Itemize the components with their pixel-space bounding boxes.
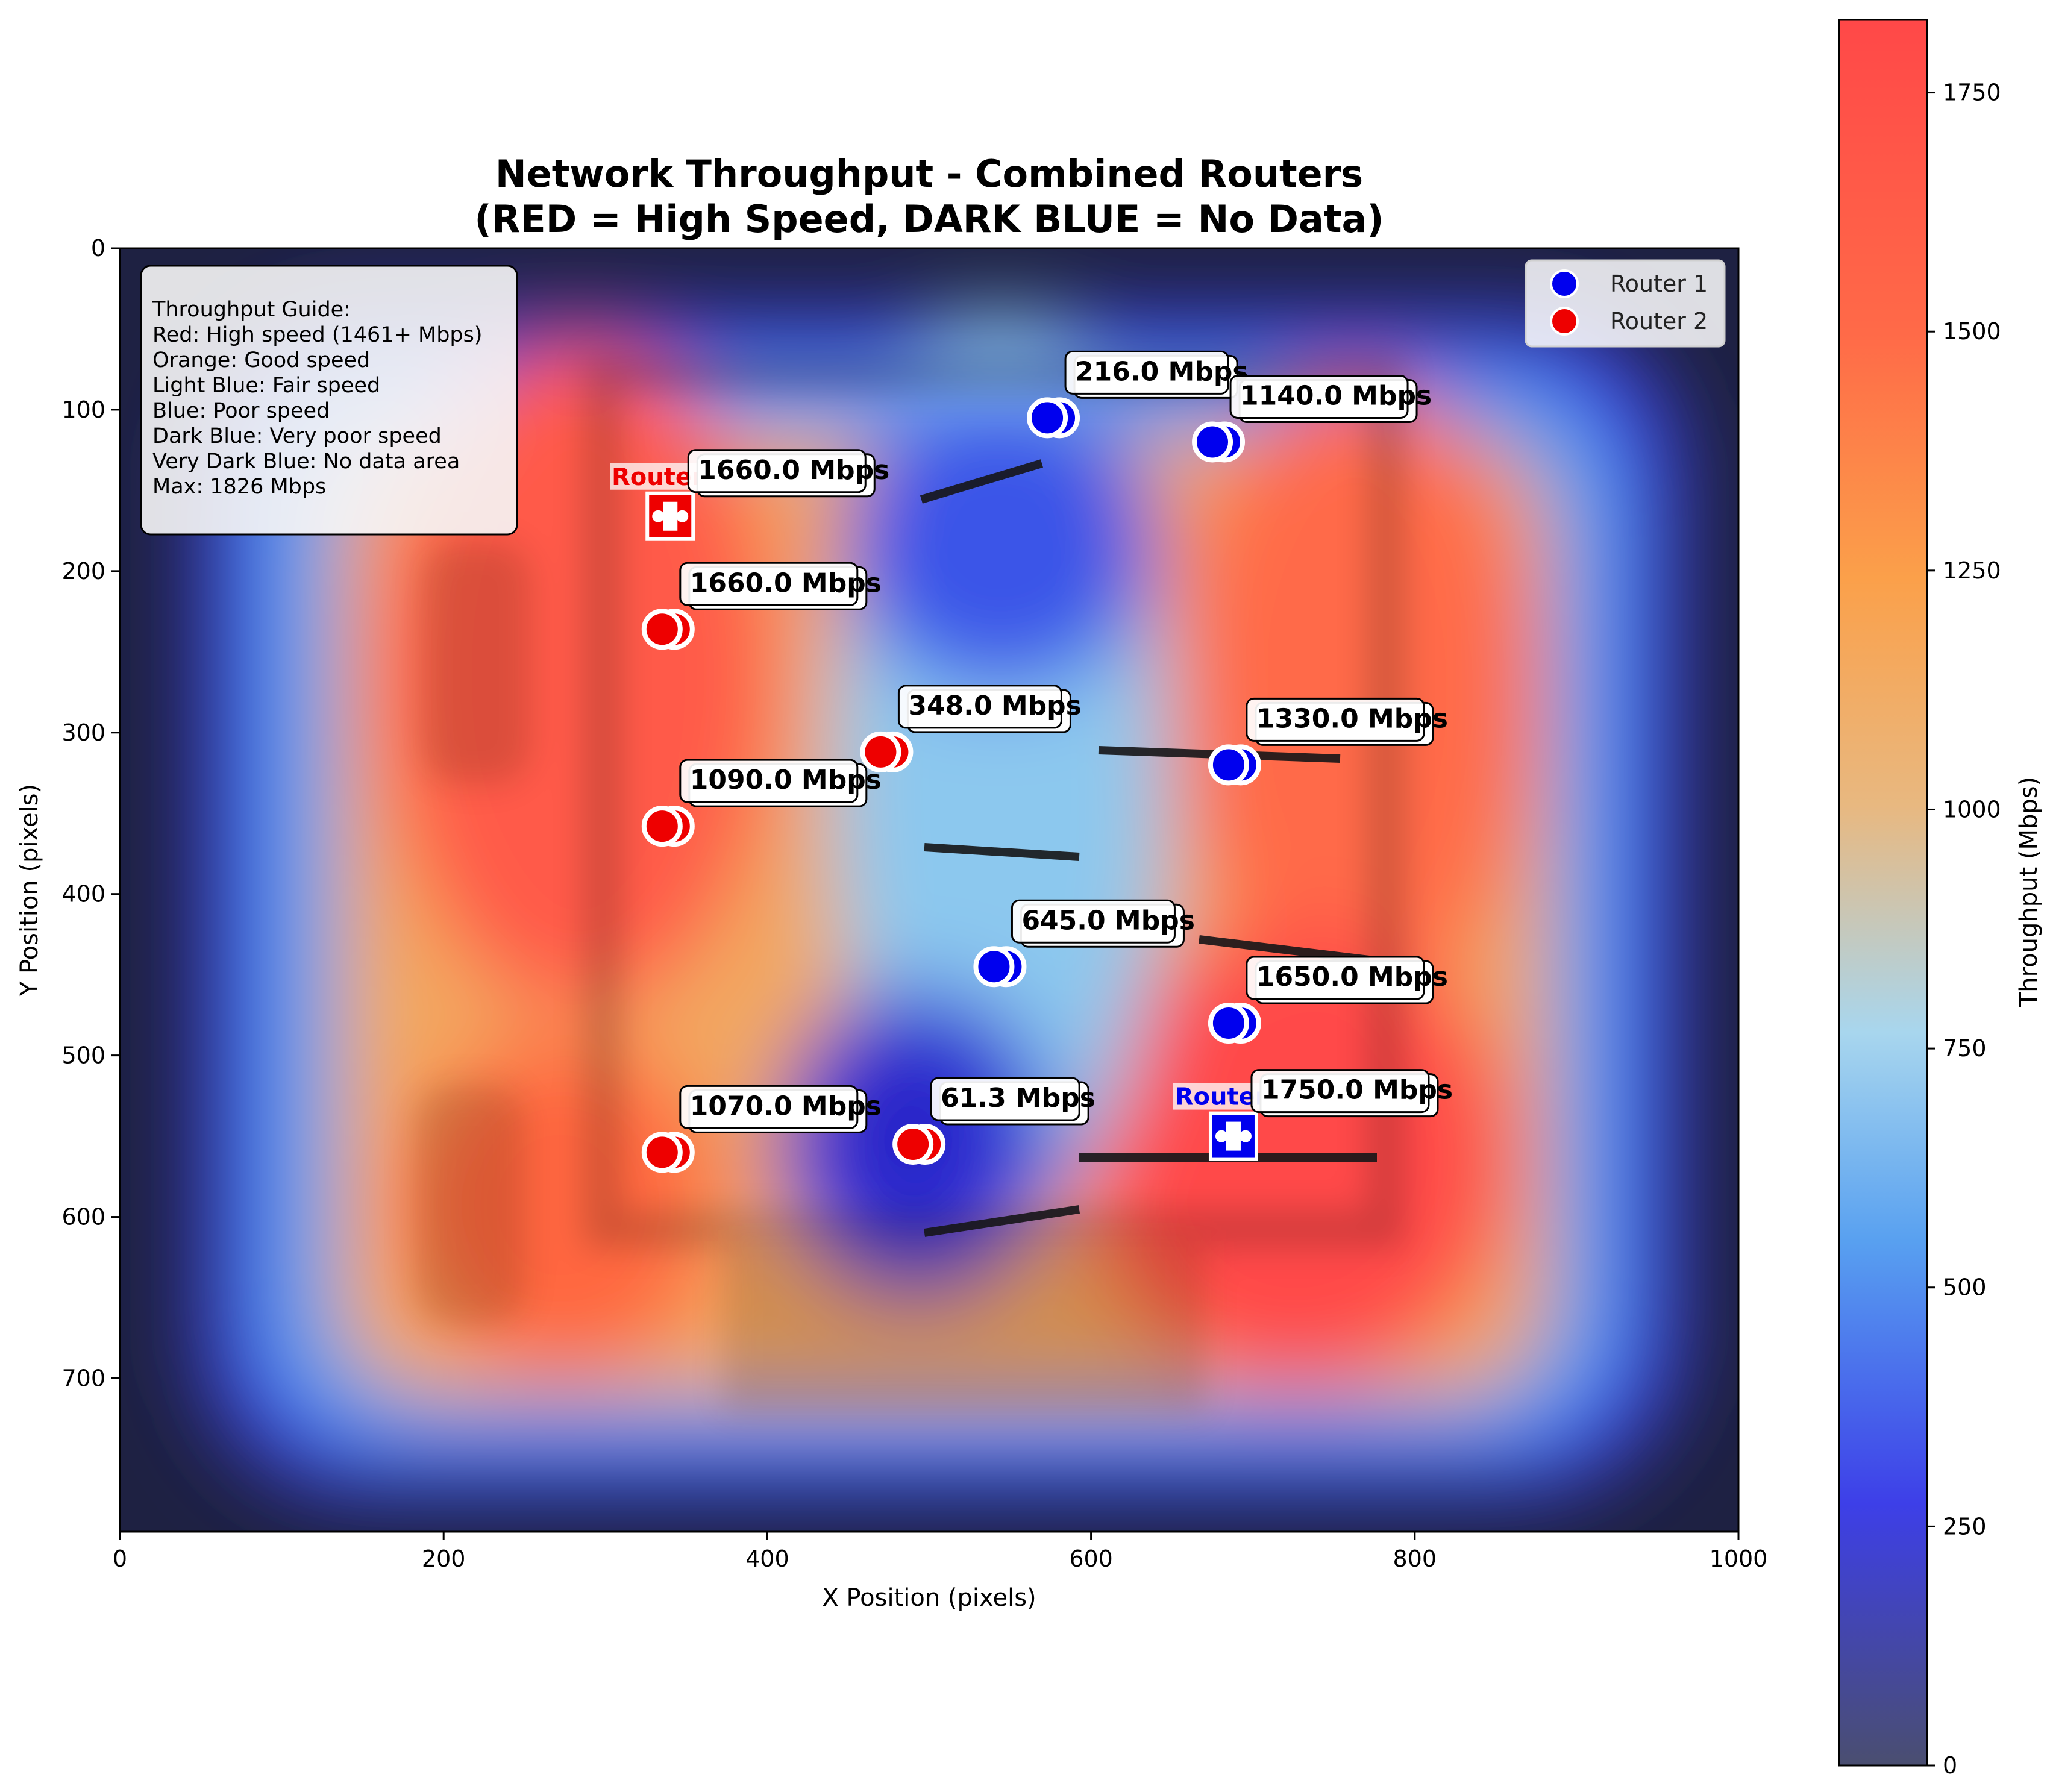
colorbar-tick-label: 1250 [1943,557,2001,584]
data-label-box [679,562,859,606]
y-tick-label: 200 [61,558,105,584]
colorbar-tick-label: 250 [1943,1513,1987,1540]
data-label: 1070.0 Mbps [690,1091,882,1121]
router-icon-dot [1215,1130,1227,1142]
legend-label: Router 2 [1610,308,1708,334]
colorbar-tick-label: 1750 [1943,80,2001,106]
chart-title-line-1: Network Throughput - Combined Routers [495,152,1363,196]
legend: Router 1 Router 2 [1525,259,1726,348]
guide-line: Red: High speed (1461+ Mbps) [152,323,483,347]
guide-line: Very Dark Blue: No data area [152,450,460,474]
colorbar-tick-label: 1000 [1943,796,2001,822]
x-tick-label: 600 [1069,1546,1113,1572]
measurement-point [892,1123,934,1165]
x-tick-label: 200 [422,1546,466,1572]
data-label: 1660.0 Mbps [690,568,882,598]
data-label-box [687,449,867,493]
data-label: 216.0 Mbps [1075,356,1248,387]
x-tick-label: 0 [113,1546,127,1572]
measurement-point [641,1132,683,1173]
y-axis-label: Y Position (pixels) [16,784,43,997]
data-label-box [1011,899,1176,944]
data-label: 1660.0 Mbps [698,455,889,486]
data-label: 1750.0 Mbps [1261,1075,1453,1106]
y-tick-label: 600 [61,1204,105,1230]
data-label: 1140.0 Mbps [1240,381,1432,412]
guide-line: Throughput Guide: [152,298,351,322]
colorbar: 0 250 500 750 1000 1250 1500 1750 Throughput (M… [1838,19,2043,1779]
measurement-point [1192,421,1233,463]
x-axis-ticks: 0 200 400 600 800 1000 [113,1532,1767,1572]
chart-title-line-2: (RED = High Speed, DARK BLUE = No Data) [474,197,1384,241]
data-label-box [1064,350,1229,395]
legend-marker [1550,307,1579,336]
router-icon-dot [1239,1130,1252,1142]
y-tick-label: 0 [91,235,105,262]
guide-line: Blue: Poor speed [152,399,330,423]
x-tick-label: 1000 [1710,1546,1768,1572]
data-label-box [1246,956,1425,1000]
y-tick-label: 700 [61,1365,105,1391]
data-label: 1650.0 Mbps [1256,962,1448,992]
measurement-point [1208,744,1249,786]
legend-marker [1550,269,1579,298]
data-label-box [1246,697,1425,742]
data-label-box [897,685,1062,729]
x-tick-label: 400 [745,1546,789,1572]
data-label: 1330.0 Mbps [1256,703,1448,734]
guide-line: Orange: Good speed [152,348,370,372]
data-label-box [679,759,859,803]
measurement-point [1208,1003,1249,1044]
data-label: 1090.0 Mbps [690,765,882,795]
colorbar-tick-label: 500 [1943,1274,1987,1301]
data-label-box [930,1077,1080,1121]
data-label: 645.0 Mbps [1021,905,1194,936]
y-tick-label: 100 [61,396,105,423]
colorbar-gradient [1839,20,1927,1765]
guide-line: Light Blue: Fair speed [152,374,380,398]
y-axis-ticks: 0 100 200 300 400 500 600 700 [61,235,120,1391]
data-label: 348.0 Mbps [908,691,1081,721]
router-icon-bar [1226,1121,1241,1151]
y-tick-label: 400 [61,881,105,907]
plot-frame [119,247,1740,1533]
measurement-markers [641,397,1261,1173]
measurement-point [1027,397,1068,439]
colorbar-tick-label: 1500 [1943,318,2001,345]
x-tick-label: 800 [1393,1546,1437,1572]
guide-line: Max: 1826 Mbps [152,475,326,499]
measurement-point [641,806,683,847]
guide-line: Dark Blue: Very poor speed [152,424,442,448]
y-tick-label: 300 [61,719,105,746]
router-icon-dot [652,510,665,522]
data-label-box [679,1085,859,1129]
router-icon-bar [663,501,678,531]
legend-label: Router 1 [1610,271,1708,297]
colorbar-label: Throughput (Mbps) [2015,777,2043,1007]
colorbar-ticks: 0 250 500 750 1000 1250 1500 1750 [1927,80,2001,1779]
x-axis-label: X Position (pixels) [822,1584,1036,1612]
colorbar-tick-label: 0 [1943,1752,1957,1779]
colorbar-tick-label: 750 [1943,1035,1987,1062]
router-icon-dot [676,510,689,522]
measurement-point [973,946,1015,988]
throughput-guide-box: Throughput Guide:Red: High speed (1461+ … [140,265,518,536]
data-label: 61.3 Mbps [941,1083,1095,1114]
y-tick-label: 500 [61,1042,105,1069]
floorplan-overlay [416,356,1404,1410]
data-label-box [1229,375,1409,419]
measurement-point [641,609,683,650]
measurement-point [860,731,901,772]
data-label-box [1250,1069,1430,1114]
